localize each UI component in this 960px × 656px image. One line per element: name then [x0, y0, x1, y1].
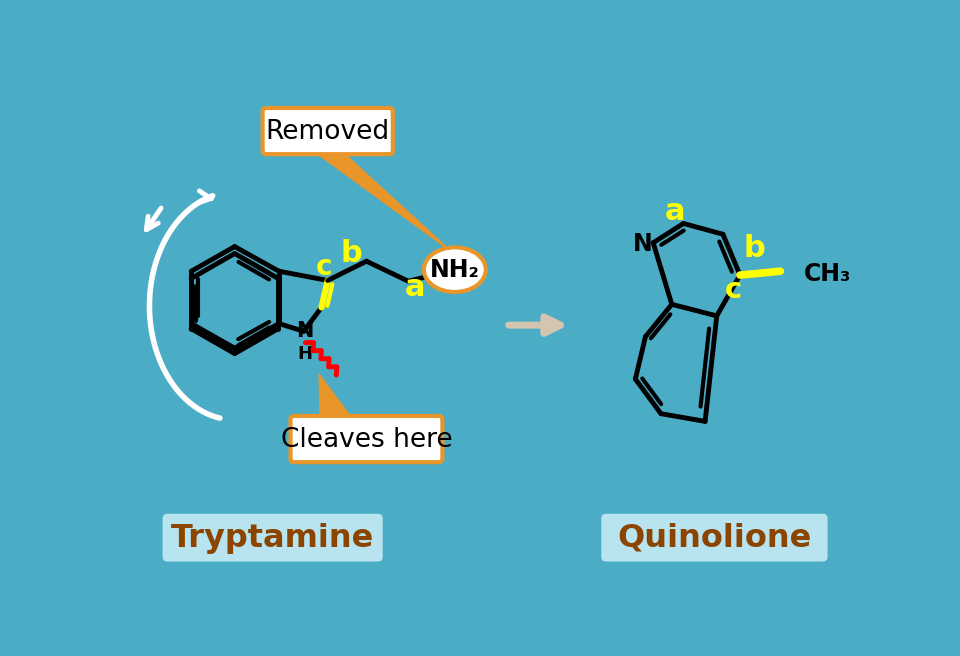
- Polygon shape: [314, 151, 451, 251]
- Text: Quinolione: Quinolione: [617, 523, 811, 554]
- FancyBboxPatch shape: [291, 416, 443, 462]
- Text: b: b: [340, 239, 362, 268]
- Ellipse shape: [423, 247, 486, 292]
- Text: Removed: Removed: [266, 119, 390, 145]
- Text: a: a: [404, 272, 424, 302]
- Text: c: c: [316, 253, 332, 281]
- Text: H: H: [298, 345, 313, 363]
- Text: NH₂: NH₂: [430, 258, 480, 283]
- FancyBboxPatch shape: [601, 514, 828, 562]
- Polygon shape: [319, 375, 352, 419]
- FancyBboxPatch shape: [263, 108, 393, 154]
- Text: Cleaves here: Cleaves here: [280, 427, 452, 453]
- Text: N: N: [296, 321, 313, 341]
- Text: c: c: [725, 276, 742, 304]
- Text: N: N: [633, 232, 652, 256]
- Text: b: b: [744, 234, 766, 263]
- Text: CH₃: CH₃: [804, 262, 851, 285]
- Text: Tryptamine: Tryptamine: [171, 523, 374, 554]
- FancyBboxPatch shape: [162, 514, 383, 562]
- Text: a: a: [664, 197, 684, 226]
